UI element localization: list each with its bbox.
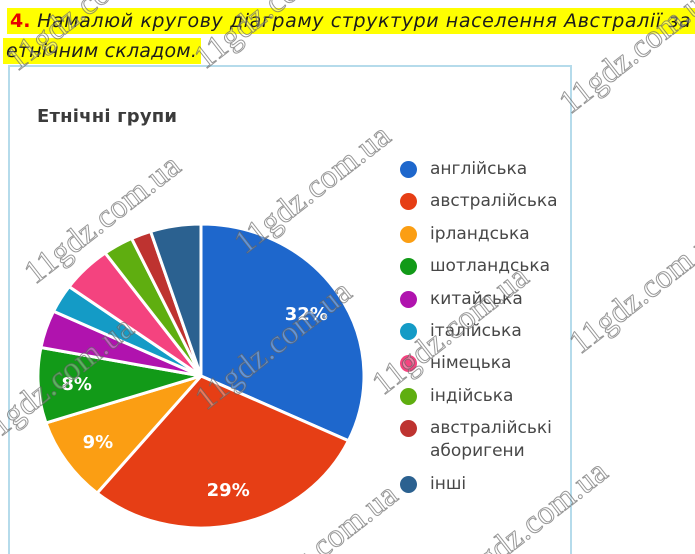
legend-label: китайська bbox=[430, 288, 523, 309]
legend-color-dot bbox=[400, 258, 417, 276]
legend-color-dot bbox=[400, 355, 417, 373]
legend-label: австралійська bbox=[430, 191, 558, 212]
legend-label: інші bbox=[430, 473, 467, 494]
legend-label: англійська bbox=[430, 159, 528, 179]
legend-item[interactable]: італійська bbox=[400, 320, 570, 343]
task-line-2-text: етнічним складом. bbox=[3, 38, 202, 64]
legend-label: німецька bbox=[430, 353, 512, 374]
task-line-1-text: Намалюй кругову діаграму структури насел… bbox=[30, 10, 692, 32]
legend-item[interactable]: німецька bbox=[400, 352, 570, 375]
legend-color-dot bbox=[400, 387, 417, 405]
legend-item[interactable]: австралійські аборигени bbox=[400, 417, 570, 463]
chart-title: Етнічні групи bbox=[37, 106, 178, 127]
chart-legend: англійська австралійська ірландська шотланд… bbox=[400, 158, 570, 505]
task-text: 4. Намалюй кругову діаграму структури на… bbox=[3, 6, 695, 66]
legend-item[interactable]: інші bbox=[400, 473, 570, 496]
legend-item[interactable]: китайська bbox=[400, 288, 570, 311]
legend-label: австралійські аборигени bbox=[430, 418, 552, 462]
legend-color-dot bbox=[400, 420, 417, 438]
legend-color-dot bbox=[400, 161, 417, 178]
legend-label: шотландська bbox=[430, 256, 551, 277]
legend-color-dot bbox=[400, 193, 417, 211]
legend-item[interactable]: шотландська bbox=[400, 255, 570, 278]
legend-item[interactable]: австралійська bbox=[400, 190, 570, 213]
legend-item[interactable]: ірландська bbox=[400, 223, 570, 246]
legend-label: ірландська bbox=[430, 223, 530, 244]
task-line-1: 4. Намалюй кругову діаграму структури на… bbox=[7, 6, 695, 36]
watermark-text: 11gdz.com.ua bbox=[563, 217, 695, 361]
legend-color-dot bbox=[400, 225, 417, 243]
legend-label: індійська bbox=[430, 385, 514, 406]
legend-color-dot bbox=[400, 290, 417, 308]
task-line-2: етнічним складом. bbox=[3, 36, 694, 66]
legend-item[interactable]: індійська bbox=[400, 385, 570, 408]
legend-color-dot bbox=[400, 322, 417, 340]
task-number: 4. bbox=[10, 10, 31, 32]
legend-label: італійська bbox=[430, 320, 522, 341]
legend-color-dot bbox=[400, 475, 417, 493]
legend-item[interactable]: англійська bbox=[400, 158, 570, 181]
